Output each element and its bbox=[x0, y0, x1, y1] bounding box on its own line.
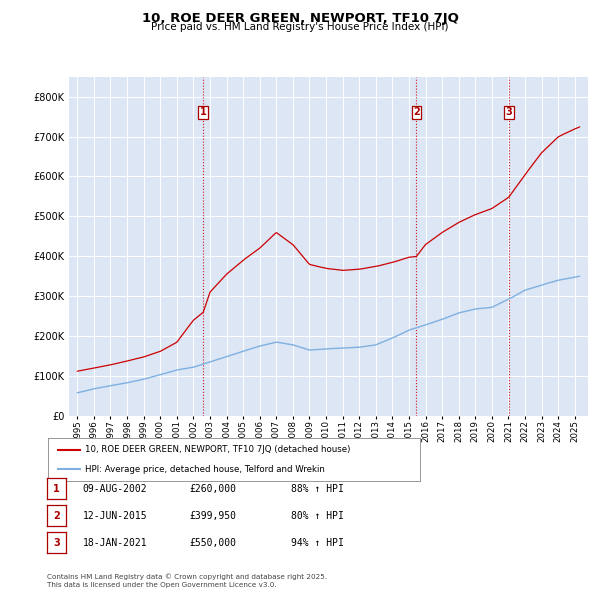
Text: 10, ROE DEER GREEN, NEWPORT, TF10 7JQ (detached house): 10, ROE DEER GREEN, NEWPORT, TF10 7JQ (d… bbox=[85, 445, 350, 454]
Text: 1: 1 bbox=[53, 484, 60, 493]
Text: 88% ↑ HPI: 88% ↑ HPI bbox=[291, 484, 344, 493]
Text: 94% ↑ HPI: 94% ↑ HPI bbox=[291, 538, 344, 548]
Text: 12-JUN-2015: 12-JUN-2015 bbox=[83, 511, 148, 520]
Text: HPI: Average price, detached house, Telford and Wrekin: HPI: Average price, detached house, Telf… bbox=[85, 465, 325, 474]
Text: 2: 2 bbox=[53, 511, 60, 520]
Text: 3: 3 bbox=[506, 107, 512, 117]
Text: £550,000: £550,000 bbox=[189, 538, 236, 548]
Text: 2: 2 bbox=[413, 107, 420, 117]
Text: Contains HM Land Registry data © Crown copyright and database right 2025.
This d: Contains HM Land Registry data © Crown c… bbox=[47, 573, 327, 588]
Text: 09-AUG-2002: 09-AUG-2002 bbox=[83, 484, 148, 493]
Text: 1: 1 bbox=[200, 107, 206, 117]
Text: £399,950: £399,950 bbox=[189, 511, 236, 520]
Text: 10, ROE DEER GREEN, NEWPORT, TF10 7JQ: 10, ROE DEER GREEN, NEWPORT, TF10 7JQ bbox=[142, 12, 458, 25]
Text: £260,000: £260,000 bbox=[189, 484, 236, 493]
Text: 18-JAN-2021: 18-JAN-2021 bbox=[83, 538, 148, 548]
Text: Price paid vs. HM Land Registry's House Price Index (HPI): Price paid vs. HM Land Registry's House … bbox=[151, 22, 449, 32]
Text: 3: 3 bbox=[53, 538, 60, 548]
Text: 80% ↑ HPI: 80% ↑ HPI bbox=[291, 511, 344, 520]
